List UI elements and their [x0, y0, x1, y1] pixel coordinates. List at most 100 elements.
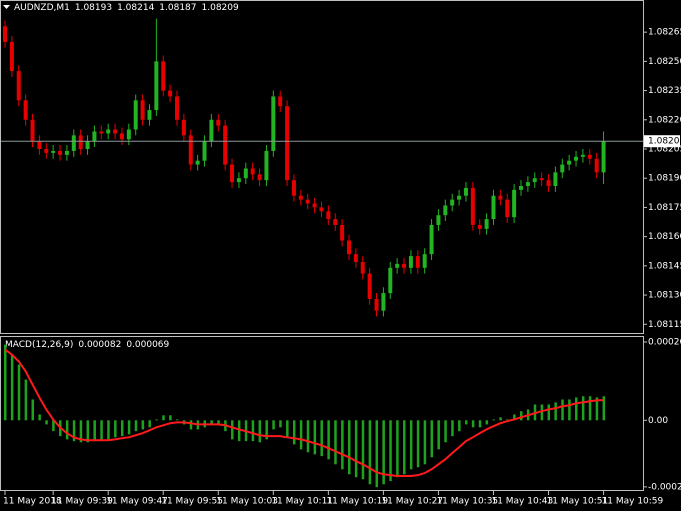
macd-bar: [162, 415, 165, 421]
macd-bar: [513, 414, 516, 421]
candle-body: [154, 61, 159, 111]
candle-body: [415, 256, 420, 268]
candle-body: [388, 267, 393, 294]
candle-body: [37, 141, 42, 149]
macd-bar: [45, 420, 48, 425]
candle-body: [236, 178, 241, 183]
candle-body: [9, 41, 14, 72]
macd-title: MACD(12,26,9) 0.000082 0.000069: [5, 340, 170, 350]
candle-body: [587, 154, 592, 159]
candle-body: [23, 100, 28, 120]
last-open: 1.08193: [75, 3, 112, 13]
macd-bar: [396, 420, 399, 478]
candle-body: [525, 182, 530, 186]
x-tick-label: 11 May 09:47: [106, 497, 168, 507]
macd-bar: [499, 417, 502, 421]
candle-body: [188, 135, 193, 165]
macd-bar: [368, 420, 372, 485]
candle-body: [3, 26, 7, 42]
price-panel-frame: [0, 0, 644, 334]
macd-bar: [38, 414, 41, 421]
y-tick-label: 1.08235: [648, 86, 681, 96]
candle-body: [106, 129, 111, 134]
candle-body: [264, 150, 269, 181]
candle-body: [85, 141, 90, 149]
candle-body: [16, 71, 21, 101]
macd-bar: [403, 420, 406, 475]
macd-bar: [492, 419, 495, 421]
candle-body: [340, 224, 345, 241]
y-tick-label: 1.08190: [648, 174, 681, 184]
candle-body: [505, 199, 510, 218]
bid-label-box: [644, 135, 680, 148]
macd-bar: [134, 420, 138, 432]
collapse-icon[interactable]: [3, 5, 10, 9]
candle-body: [360, 261, 365, 274]
candle-body: [484, 219, 489, 229]
macd-bar: [279, 420, 282, 428]
candle-body: [594, 158, 599, 173]
macd-bar: [568, 399, 571, 421]
macd-bar: [4, 344, 7, 421]
bid-label: 1.08209: [648, 137, 681, 147]
candle-body: [71, 135, 76, 151]
candle-body: [553, 172, 558, 186]
y-tick-label: 1.08145: [648, 261, 681, 271]
macd-bar: [595, 397, 599, 421]
macd-bar: [554, 402, 557, 421]
x-tick-label: 11 May 10:03: [216, 497, 278, 507]
macd-bar: [430, 420, 434, 458]
candle-body: [126, 129, 131, 140]
macd-bar: [409, 420, 413, 470]
candle-body: [422, 254, 427, 268]
x-tick-label: 11 May 09:39: [51, 497, 113, 507]
candle-body: [202, 141, 207, 161]
candle-body: [395, 263, 400, 268]
last-high: 1.08214: [117, 3, 154, 13]
macd-bar: [17, 364, 21, 421]
signal-last: 0.000069: [126, 340, 169, 350]
candle-body: [319, 207, 324, 212]
macd-bar: [416, 420, 420, 468]
candle-body: [243, 168, 248, 179]
macd-bar: [189, 420, 193, 430]
candle-body: [113, 129, 118, 134]
macd-bar: [169, 415, 172, 421]
y-tick-label: 1.08265: [648, 28, 681, 38]
candle-body: [429, 224, 434, 255]
macd-bar: [31, 399, 35, 421]
macd-bar: [320, 420, 323, 457]
candle-body: [512, 189, 517, 218]
x-tick-label: 11 May 10:27: [381, 497, 443, 507]
candle-body: [312, 203, 317, 208]
candle-body: [64, 150, 69, 155]
macd-bar: [478, 420, 482, 428]
x-tick-label: 11 May 10:35: [436, 497, 498, 507]
macd-bar: [79, 420, 83, 443]
x-tick-label: 11 May 10:43: [491, 497, 553, 507]
macd-bar: [354, 420, 358, 478]
macd-bar: [458, 420, 461, 432]
macd-bar: [547, 404, 551, 421]
candle-body: [161, 61, 166, 91]
candle-body: [147, 110, 152, 120]
y-tick-label: 1.08130: [648, 291, 681, 301]
macd-bar: [341, 420, 344, 470]
candle-body: [305, 199, 310, 204]
macd-bar: [292, 420, 296, 445]
macd-bar: [86, 420, 90, 443]
macd-bar: [258, 420, 262, 443]
x-tick-label: 11 May 10:51: [547, 497, 609, 507]
candle-body: [278, 96, 283, 107]
macd-bar: [65, 420, 69, 440]
macd-bar: [540, 404, 544, 421]
candle-body: [546, 180, 551, 186]
price-title: AUDNZD,M1 1.08193 1.08214 1.08187 1.08209: [14, 3, 239, 13]
macd-bar: [114, 420, 117, 438]
candle-body: [436, 215, 441, 225]
macd-bar: [327, 420, 330, 460]
candle-body: [601, 141, 606, 173]
candle-body: [333, 219, 338, 225]
macd-bar: [299, 420, 303, 450]
